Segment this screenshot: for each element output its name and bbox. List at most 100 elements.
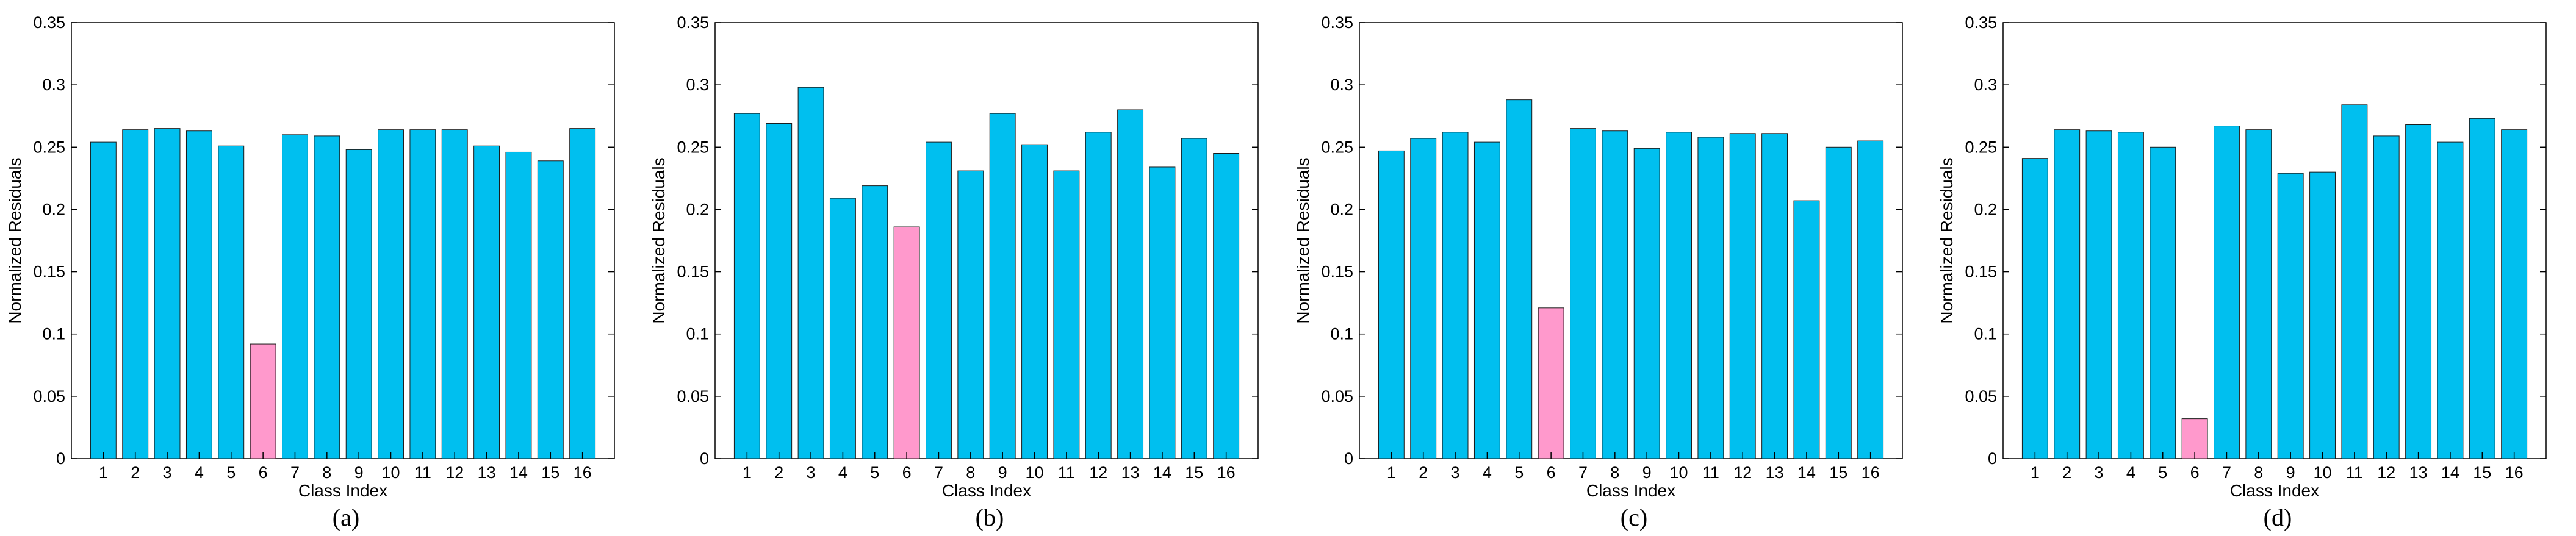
x-tick-label: 1 xyxy=(1387,463,1396,482)
y-tick-label: 0.3 xyxy=(1974,76,1997,94)
x-tick-label: 15 xyxy=(1185,463,1203,482)
x-tick-label: 9 xyxy=(354,463,364,482)
x-tick-label: 13 xyxy=(1121,463,1140,482)
x-tick-label: 6 xyxy=(902,463,912,482)
x-tick-label: 8 xyxy=(2254,463,2263,482)
x-tick-label: 15 xyxy=(2473,463,2491,482)
x-tick-label: 8 xyxy=(1610,463,1619,482)
y-tick-label: 0.3 xyxy=(42,76,65,94)
y-tick-label: 0.15 xyxy=(33,263,65,281)
y-tick-label: 0.15 xyxy=(1321,263,1353,281)
x-tick-label: 5 xyxy=(226,463,236,482)
bar xyxy=(505,151,532,459)
x-tick-label: 16 xyxy=(1217,463,1236,482)
bar xyxy=(957,170,984,459)
x-tick-label: 2 xyxy=(774,463,783,482)
panel-caption: (a) xyxy=(333,504,359,531)
bar xyxy=(1378,150,1405,459)
x-tick-label: 4 xyxy=(195,463,204,482)
bar xyxy=(1442,132,1469,459)
bar xyxy=(2277,173,2304,459)
bar xyxy=(90,141,117,459)
x-tick-label: 6 xyxy=(2190,463,2200,482)
bar xyxy=(122,129,149,459)
y-tick-label: 0.25 xyxy=(1321,138,1353,156)
y-tick-label: 0.05 xyxy=(677,387,709,406)
bar-chart: 00.050.10.150.20.250.30.351 2 3 4 5 6 7 8 9 10 11 1… xyxy=(649,13,1259,531)
x-tick-label: 14 xyxy=(2441,463,2459,482)
axes-frame xyxy=(71,22,615,459)
chart-panel-1: 0 0.05 0.1 0.15 0.2 0.25 0.3 0.35 1 2 3 4 5 6 7 8 9 10 11 1… xyxy=(0,0,644,536)
x-tick-label: 13 xyxy=(478,463,496,482)
y-tick-label: 0.25 xyxy=(1965,138,1997,156)
x-tick-label: 4 xyxy=(2126,463,2135,482)
x-tick-label: 7 xyxy=(290,463,300,482)
x-tick-label: 12 xyxy=(2377,463,2395,482)
y-tick-label: 0.2 xyxy=(1330,200,1353,218)
bar xyxy=(1181,138,1207,459)
y-axis-title: Normalized Residuals xyxy=(649,157,668,323)
x-tick-label: 1 xyxy=(99,463,108,482)
x-tick-label: 2 xyxy=(2062,463,2071,482)
bar xyxy=(1149,166,1176,459)
y-tick-label: 0 xyxy=(56,449,65,468)
bar xyxy=(1697,137,1724,459)
x-tick-label: 6 xyxy=(259,463,268,482)
bar xyxy=(569,128,596,459)
bar xyxy=(766,123,793,459)
bar xyxy=(1793,200,1820,459)
bar xyxy=(2469,118,2495,459)
x-tick-label: 3 xyxy=(1451,463,1460,482)
bar xyxy=(537,160,564,459)
x-tick-label: 11 xyxy=(2346,463,2363,482)
bar xyxy=(2373,135,2400,459)
bar-chart: 00.050.10.150.20.250.30.351 2 3 4 5 6 7 8 9 10 11 1… xyxy=(1937,13,2547,531)
x-tick-label: 10 xyxy=(1026,463,1044,482)
bar xyxy=(185,130,212,459)
bar xyxy=(2309,171,2336,459)
bar xyxy=(1117,109,1144,459)
bar xyxy=(1506,99,1533,459)
y-tick-label: 0.3 xyxy=(1330,76,1353,94)
panel-caption: (d) xyxy=(2264,504,2292,531)
x-tick-label: 14 xyxy=(1797,463,1816,482)
y-axis-title: Normalized Residuals xyxy=(1937,157,1956,323)
x-tick-label: 7 xyxy=(2222,463,2231,482)
bar xyxy=(797,87,824,459)
chart-panel-2: 0 0.05 0.1 0.15 0.2 0.25 0.3 0.35 1 2 3 4 5 6 7 8 9 10 11 1… xyxy=(644,0,1287,536)
x-axis-title: Class Index xyxy=(2230,481,2319,500)
axes-frame xyxy=(714,22,1259,459)
x-tick-label: 9 xyxy=(1642,463,1652,482)
x-tick-label: 10 xyxy=(382,463,400,482)
x-axis-title: Class Index xyxy=(942,481,1031,500)
bar xyxy=(2501,129,2528,459)
bar xyxy=(2214,126,2240,459)
y-tick-label: 0.35 xyxy=(33,13,65,32)
panel-caption: (b) xyxy=(976,504,1004,531)
x-tick-label: 10 xyxy=(2314,463,2332,482)
x-tick-label: 5 xyxy=(870,463,879,482)
bar xyxy=(409,129,436,459)
x-tick-label: 9 xyxy=(2286,463,2295,482)
y-tick-label: 0.1 xyxy=(686,325,709,343)
bar xyxy=(2085,130,2112,459)
bar xyxy=(1021,144,1048,459)
x-tick-label: 7 xyxy=(934,463,943,482)
y-tick-label: 0.15 xyxy=(677,263,709,281)
y-tick-label: 0.35 xyxy=(1321,13,1353,32)
axes-frame xyxy=(1359,22,1903,459)
y-tick-label: 0.3 xyxy=(686,76,709,94)
x-tick-label: 12 xyxy=(1089,463,1107,482)
bar xyxy=(989,113,1016,459)
bar xyxy=(926,141,952,459)
bar xyxy=(1633,148,1660,459)
x-tick-label: 16 xyxy=(1862,463,1880,482)
x-tick-label: 3 xyxy=(2095,463,2104,482)
x-tick-label: 14 xyxy=(1153,463,1171,482)
bar-highlighted xyxy=(1538,307,1564,459)
y-tick-label: 0.2 xyxy=(1974,200,1997,218)
x-tick-label: 4 xyxy=(1483,463,1492,482)
bar xyxy=(441,129,468,459)
bar xyxy=(282,134,308,459)
